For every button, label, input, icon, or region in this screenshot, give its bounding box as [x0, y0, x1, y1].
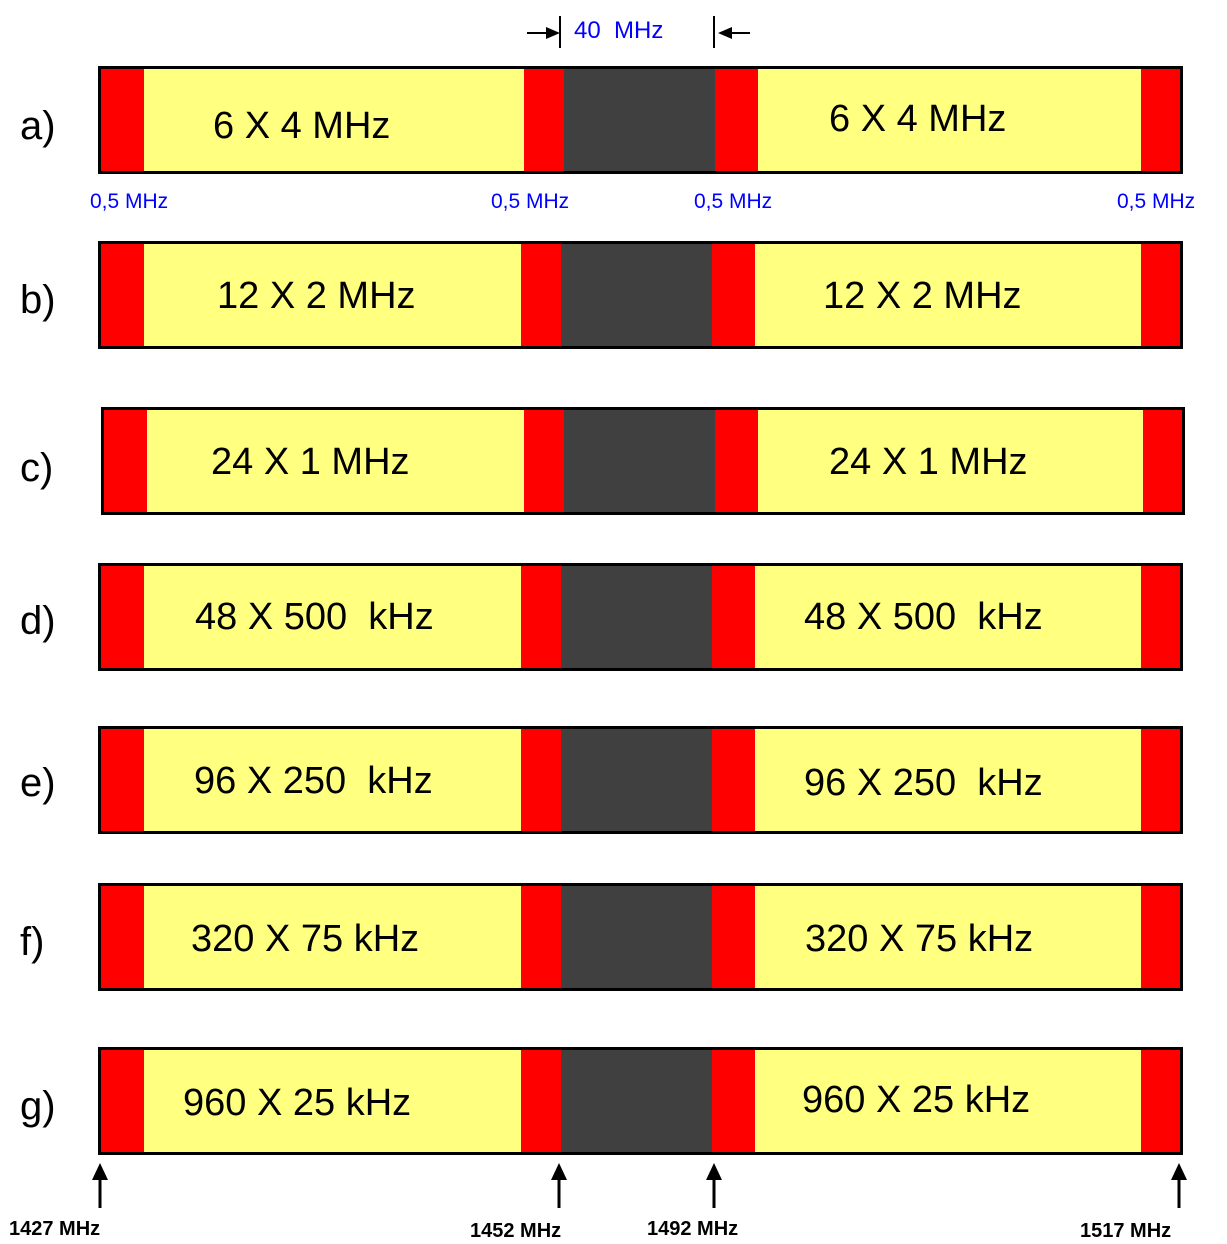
center-gap [561, 886, 712, 988]
guard-label-4: 0,5 MHz [1117, 190, 1196, 213]
freq-label-1452: 1452 MHz [470, 1220, 562, 1242]
guard-band [101, 886, 144, 988]
right-subband-label: 12 X 2 MHz [823, 275, 1022, 317]
right-subband-label: 48 X 500 kHz [804, 596, 1043, 638]
row-label-a: a) [20, 104, 56, 148]
guard-label-2: 0,5 MHz [491, 190, 570, 213]
guard-label-1: 0,5 MHz [90, 190, 169, 213]
up-arrow-icon [551, 1163, 567, 1208]
guard-band [1141, 1050, 1180, 1152]
right-subband-label: 960 X 25 kHz [802, 1079, 1031, 1121]
guard-band [712, 886, 755, 988]
right-subband-label: 320 X 75 kHz [805, 918, 1034, 960]
left-subband-label: 24 X 1 MHz [211, 441, 410, 483]
guard-band [101, 69, 144, 171]
left-subband-label: 96 X 250 kHz [194, 760, 433, 802]
guard-band [1141, 886, 1180, 988]
band-row-c: 24 X 1 MHz 24 X 1 MHz [101, 407, 1185, 515]
left-subband-label: 960 X 25 kHz [183, 1082, 412, 1124]
band-row-d: 48 X 500 kHz 48 X 500 kHz [98, 563, 1183, 671]
guard-band [104, 410, 147, 512]
row-label-e: e) [20, 761, 56, 805]
band-row-g: 960 X 25 kHz 960 X 25 kHz [98, 1047, 1183, 1155]
guard-band [1141, 69, 1180, 171]
guard-band [1141, 729, 1180, 831]
guard-band [715, 410, 758, 512]
row-label-b: b) [20, 278, 56, 322]
up-arrow-icon [1171, 1163, 1187, 1208]
gap-width-label: 40 MHz [574, 17, 664, 44]
guard-band [521, 566, 561, 668]
center-gap [561, 729, 712, 831]
frequency-marker-arrows [92, 1163, 1187, 1208]
row-label-f: f) [20, 920, 45, 964]
left-subband-label: 48 X 500 kHz [195, 596, 434, 638]
guard-band [712, 1050, 755, 1152]
left-subband-label: 320 X 75 kHz [191, 918, 420, 960]
guard-band [1141, 566, 1180, 668]
band-row-f: 320 X 75 kHz 320 X 75 kHz [98, 883, 1183, 991]
row-label-g: g) [20, 1084, 56, 1128]
right-subband-label: 24 X 1 MHz [829, 441, 1028, 483]
up-arrow-icon [706, 1163, 722, 1208]
guard-label-3: 0,5 MHz [694, 190, 773, 213]
row-label-d: d) [20, 599, 56, 643]
left-subband-label: 6 X 4 MHz [213, 105, 391, 147]
right-subband-label: 96 X 250 kHz [804, 762, 1043, 804]
freq-label-1517: 1517 MHz [1080, 1220, 1172, 1242]
band-row-b: 12 X 2 MHz 12 X 2 MHz [98, 241, 1183, 349]
guard-band [521, 729, 561, 831]
guard-band [101, 729, 144, 831]
freq-label-1492: 1492 MHz [647, 1218, 739, 1240]
guard-band [1143, 410, 1182, 512]
guard-band [712, 244, 755, 346]
band-row-a: 6 X 4 MHz 6 X 4 MHz [98, 66, 1183, 174]
band-row-e: 96 X 250 kHz 96 X 250 kHz [98, 726, 1183, 834]
center-gap [561, 244, 712, 346]
gap-dimension-arrows [527, 16, 750, 48]
guard-band [521, 244, 561, 346]
guard-band [712, 729, 755, 831]
center-gap [564, 410, 715, 512]
center-gap [561, 1050, 712, 1152]
row-label-c: c) [20, 446, 54, 490]
guard-band [712, 566, 755, 668]
center-gap [564, 69, 715, 171]
guard-band [101, 566, 144, 668]
left-subband-label: 12 X 2 MHz [217, 275, 416, 317]
up-arrow-icon [92, 1163, 108, 1208]
guard-band [1141, 244, 1180, 346]
guard-band [715, 69, 758, 171]
center-gap [561, 566, 712, 668]
guard-band [524, 410, 564, 512]
right-subband-label: 6 X 4 MHz [829, 98, 1007, 140]
guard-band [101, 1050, 144, 1152]
guard-band [521, 886, 561, 988]
guard-band [521, 1050, 561, 1152]
freq-label-1427: 1427 MHz [9, 1218, 101, 1240]
guard-band [524, 69, 564, 171]
guard-band [101, 244, 144, 346]
